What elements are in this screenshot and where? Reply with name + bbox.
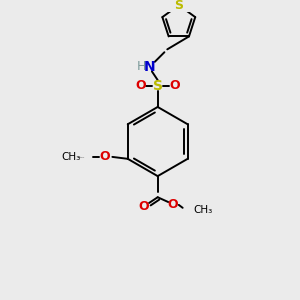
Text: S: S: [153, 79, 163, 93]
Text: CH₃: CH₃: [193, 205, 212, 215]
Text: S: S: [174, 0, 183, 12]
Text: O: O: [170, 79, 180, 92]
Text: O: O: [138, 200, 148, 213]
Text: O: O: [99, 150, 110, 164]
Text: N: N: [144, 60, 156, 74]
Text: O: O: [135, 79, 146, 92]
Text: methoxy: methoxy: [79, 156, 85, 158]
Text: O: O: [168, 198, 178, 212]
Text: CH₃: CH₃: [61, 152, 81, 162]
Text: H: H: [137, 60, 146, 73]
